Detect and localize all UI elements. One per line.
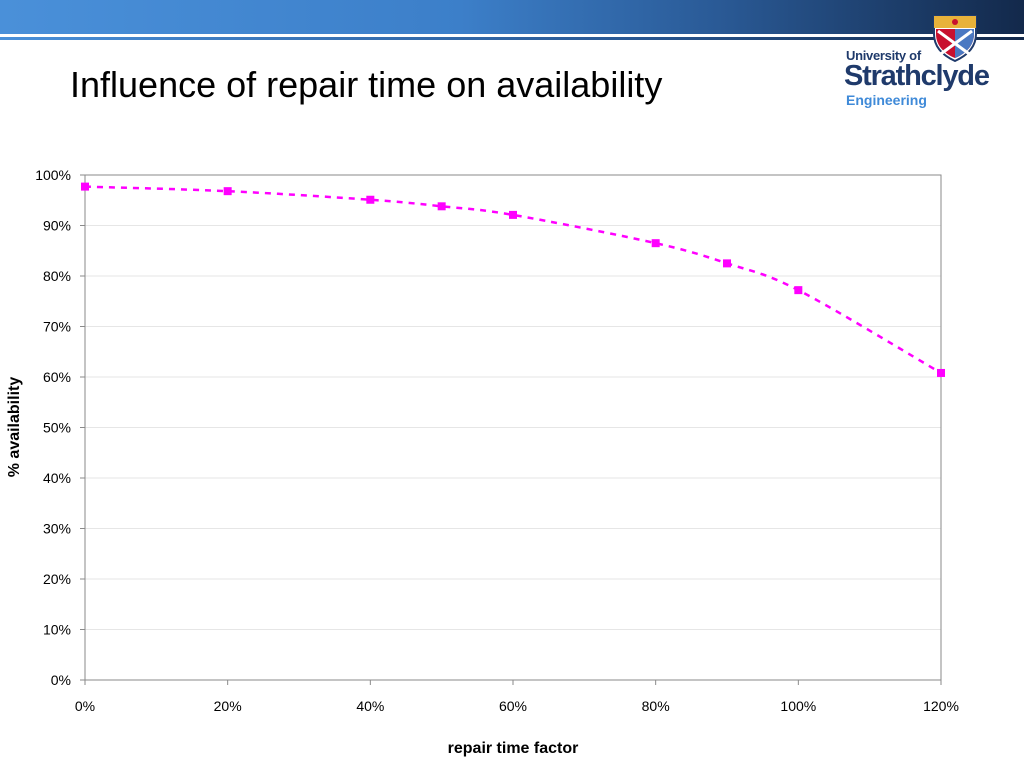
header-rule xyxy=(0,37,1024,40)
header-rule-gap xyxy=(0,34,1024,37)
y-tick-label: 60% xyxy=(43,369,71,385)
data-point xyxy=(437,202,446,211)
y-axis-title: % availability xyxy=(6,377,23,478)
x-tick-label: 80% xyxy=(642,698,670,714)
data-point xyxy=(223,187,232,196)
y-tick-label: 90% xyxy=(43,218,71,234)
x-tick-label: 40% xyxy=(356,698,384,714)
y-tick-label: 50% xyxy=(43,420,71,436)
data-point xyxy=(651,239,660,248)
x-tick-label: 120% xyxy=(923,698,959,714)
logo-line-university-of: University of xyxy=(846,48,921,63)
header-band xyxy=(0,0,1024,34)
series-line xyxy=(84,185,942,375)
university-logo: University of Strathclyde Engineering xyxy=(842,12,992,112)
y-tick-label: 100% xyxy=(35,167,71,183)
university-crest-icon xyxy=(933,15,977,62)
x-tick-label: 60% xyxy=(499,698,527,714)
data-point xyxy=(81,182,89,191)
slide-title: Influence of repair time on availability xyxy=(70,64,663,105)
data-point xyxy=(509,210,517,219)
x-tick-label: 0% xyxy=(75,698,95,714)
y-tick-label: 70% xyxy=(43,319,71,335)
data-point xyxy=(723,259,731,268)
availability-chart: 0% 10% 20% 30% 40% 50% 60% 70% 80% 90% 100% 0% 20% 40… xyxy=(6,167,959,757)
y-tick-label: 10% xyxy=(43,622,71,638)
x-axis-title: repair time factor xyxy=(448,740,579,757)
y-tick-label: 20% xyxy=(43,571,71,587)
y-tick-label: 40% xyxy=(43,470,71,486)
x-tick-label: 100% xyxy=(780,698,816,714)
y-tick-label: 80% xyxy=(43,268,71,284)
logo-line-strathclyde: Strathclyde xyxy=(844,60,990,92)
logo-line-engineering: Engineering xyxy=(846,92,927,108)
data-point xyxy=(937,368,945,377)
y-tick-label: 0% xyxy=(51,672,71,688)
x-tick-label: 20% xyxy=(214,698,242,714)
data-point xyxy=(794,286,803,295)
data-point xyxy=(366,195,375,204)
y-tick-label: 30% xyxy=(43,521,71,537)
